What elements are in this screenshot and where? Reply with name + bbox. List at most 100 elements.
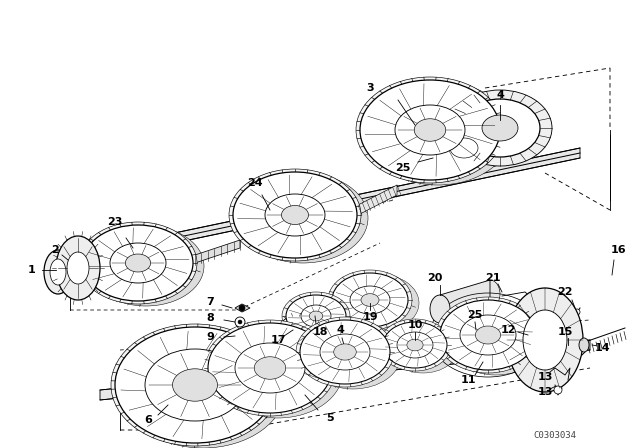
Ellipse shape [460,315,516,355]
Ellipse shape [204,320,336,416]
Ellipse shape [213,324,343,418]
Ellipse shape [115,327,275,443]
Ellipse shape [233,172,357,258]
Circle shape [239,305,245,311]
Text: 9: 9 [206,332,214,342]
Ellipse shape [436,297,540,373]
Ellipse shape [229,169,361,261]
Text: 23: 23 [108,217,123,227]
Ellipse shape [365,81,511,185]
Ellipse shape [480,280,500,308]
Ellipse shape [350,286,390,314]
Ellipse shape [440,300,536,370]
Ellipse shape [320,334,370,370]
Ellipse shape [388,323,458,373]
Text: 2: 2 [51,245,59,255]
Ellipse shape [282,206,308,224]
Text: 22: 22 [557,287,573,297]
Circle shape [554,386,562,394]
Ellipse shape [235,343,305,393]
Ellipse shape [507,288,583,392]
Ellipse shape [442,132,486,164]
Polygon shape [440,280,490,323]
Text: 11: 11 [460,375,476,385]
Ellipse shape [523,310,567,370]
Circle shape [238,320,242,324]
Text: 24: 24 [247,178,263,188]
Ellipse shape [305,321,401,389]
Ellipse shape [286,295,346,337]
Text: 4: 4 [496,90,504,100]
Text: 20: 20 [428,273,443,283]
Text: 10: 10 [407,320,422,330]
Polygon shape [235,304,250,312]
Text: 15: 15 [557,327,573,337]
Text: 5: 5 [326,413,334,423]
Ellipse shape [173,369,218,401]
Text: 12: 12 [500,325,516,335]
Text: 13: 13 [538,372,553,382]
Circle shape [574,309,580,315]
Ellipse shape [379,319,451,371]
Ellipse shape [79,222,197,304]
Text: 1: 1 [28,265,36,275]
Ellipse shape [482,115,518,141]
Ellipse shape [360,80,500,180]
Ellipse shape [44,250,72,294]
Ellipse shape [120,328,286,448]
Ellipse shape [407,339,423,351]
Ellipse shape [145,349,245,421]
Ellipse shape [309,311,323,321]
Text: 6: 6 [144,415,152,425]
Text: 14: 14 [595,343,611,353]
Ellipse shape [265,194,325,236]
Ellipse shape [300,320,390,384]
Ellipse shape [238,173,368,263]
Ellipse shape [88,226,204,306]
Ellipse shape [356,77,504,183]
Ellipse shape [301,305,331,327]
Ellipse shape [56,236,100,300]
Text: 18: 18 [312,327,328,337]
Text: 7: 7 [206,297,214,307]
Ellipse shape [282,292,350,340]
Ellipse shape [332,273,408,327]
Ellipse shape [333,344,356,360]
Ellipse shape [291,296,357,342]
Text: 25: 25 [396,163,411,173]
Ellipse shape [460,99,540,157]
Text: 8: 8 [206,313,214,323]
Text: 3: 3 [366,83,374,93]
Text: 17: 17 [270,335,285,345]
Circle shape [564,341,572,349]
Ellipse shape [328,270,412,330]
Ellipse shape [476,326,500,344]
Text: 19: 19 [362,312,378,322]
Ellipse shape [111,324,279,446]
Ellipse shape [445,301,547,375]
Text: 4: 4 [336,325,344,335]
Ellipse shape [430,295,450,323]
Ellipse shape [448,90,552,166]
Ellipse shape [280,316,312,340]
Ellipse shape [83,225,193,301]
Ellipse shape [296,317,394,387]
Ellipse shape [397,332,433,358]
Text: 13: 13 [538,387,553,397]
Ellipse shape [67,252,89,284]
Polygon shape [195,240,240,263]
Ellipse shape [110,243,166,283]
Polygon shape [100,340,590,400]
Polygon shape [55,148,580,268]
Ellipse shape [579,338,589,352]
Polygon shape [358,185,397,215]
Text: 25: 25 [467,310,483,320]
Ellipse shape [383,322,447,368]
Ellipse shape [125,254,150,272]
Ellipse shape [395,105,465,155]
Ellipse shape [50,259,66,285]
Ellipse shape [254,357,285,379]
Text: C0303034: C0303034 [534,431,577,439]
Text: 21: 21 [485,273,500,283]
Ellipse shape [208,323,332,413]
